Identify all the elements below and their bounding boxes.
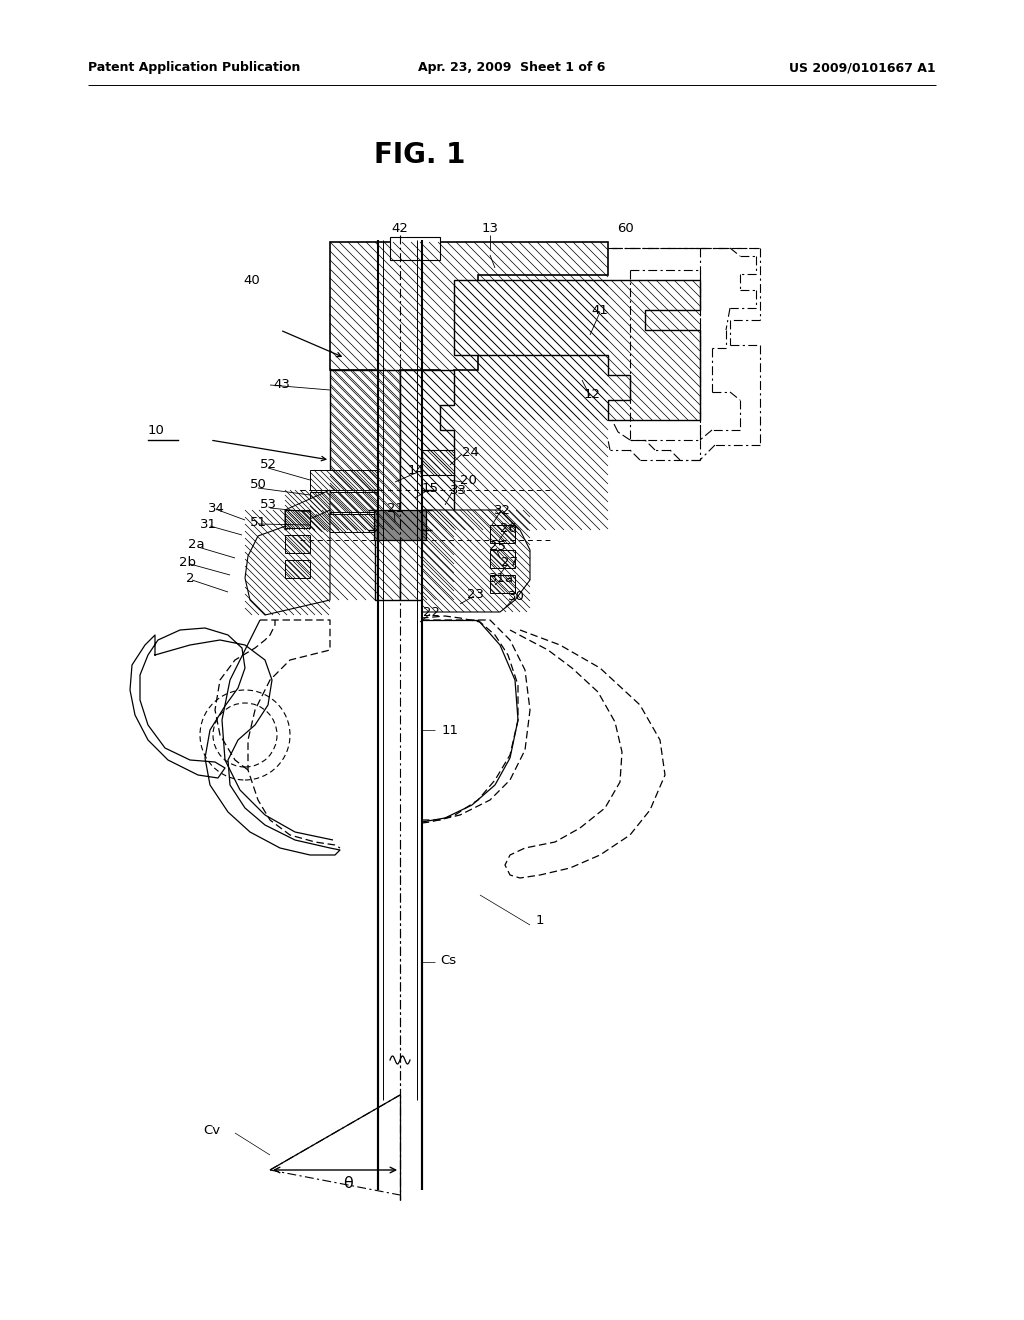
Polygon shape (285, 510, 310, 528)
Text: 43: 43 (273, 379, 291, 392)
Polygon shape (422, 510, 530, 612)
Text: 40: 40 (244, 273, 260, 286)
Text: US 2009/0101667 A1: US 2009/0101667 A1 (790, 62, 936, 74)
Text: 33: 33 (450, 483, 467, 496)
Text: Patent Application Publication: Patent Application Publication (88, 62, 300, 74)
Text: 30: 30 (508, 590, 524, 602)
Polygon shape (490, 550, 515, 568)
Text: FIG. 1: FIG. 1 (375, 141, 466, 169)
Text: 21: 21 (387, 502, 404, 515)
Text: 53: 53 (259, 499, 276, 511)
Text: 15: 15 (422, 482, 438, 495)
Polygon shape (310, 492, 378, 512)
Text: 32: 32 (494, 503, 511, 516)
Text: 25: 25 (489, 540, 507, 553)
Text: Cv: Cv (204, 1123, 220, 1137)
Text: 26: 26 (500, 521, 516, 535)
Text: 2b: 2b (179, 556, 197, 569)
Text: 22: 22 (424, 606, 440, 619)
Text: 34: 34 (208, 502, 224, 515)
Polygon shape (310, 470, 378, 490)
Polygon shape (400, 370, 454, 601)
Text: 1: 1 (536, 913, 544, 927)
Text: Apr. 23, 2009  Sheet 1 of 6: Apr. 23, 2009 Sheet 1 of 6 (419, 62, 605, 74)
Polygon shape (490, 525, 515, 543)
Polygon shape (330, 370, 400, 601)
Polygon shape (285, 490, 330, 531)
Text: 27: 27 (502, 556, 518, 569)
Text: 41: 41 (592, 304, 608, 317)
Text: 52: 52 (259, 458, 276, 471)
Text: Cs: Cs (440, 953, 456, 966)
Polygon shape (454, 280, 700, 420)
Text: 13: 13 (481, 222, 499, 235)
Text: 23: 23 (468, 587, 484, 601)
Text: 42: 42 (391, 222, 409, 235)
Text: 14: 14 (408, 463, 424, 477)
Text: 11: 11 (441, 723, 459, 737)
Polygon shape (374, 510, 426, 540)
Text: 20: 20 (460, 474, 476, 487)
Text: 50: 50 (250, 479, 266, 491)
Text: θ: θ (343, 1176, 353, 1191)
Text: 31: 31 (200, 517, 216, 531)
Text: 60: 60 (616, 222, 634, 235)
Polygon shape (422, 450, 454, 475)
Polygon shape (245, 510, 330, 615)
Text: 12: 12 (584, 388, 600, 401)
Polygon shape (330, 242, 608, 531)
Polygon shape (390, 238, 440, 260)
Text: 51: 51 (250, 516, 266, 528)
Text: 2a: 2a (187, 539, 205, 552)
Text: 10: 10 (148, 424, 165, 437)
Polygon shape (285, 560, 310, 578)
Text: 24: 24 (462, 446, 478, 458)
Text: 2: 2 (185, 572, 195, 585)
Text: 31a: 31a (489, 572, 515, 585)
Polygon shape (310, 513, 378, 532)
Polygon shape (490, 576, 515, 593)
Polygon shape (285, 535, 310, 553)
